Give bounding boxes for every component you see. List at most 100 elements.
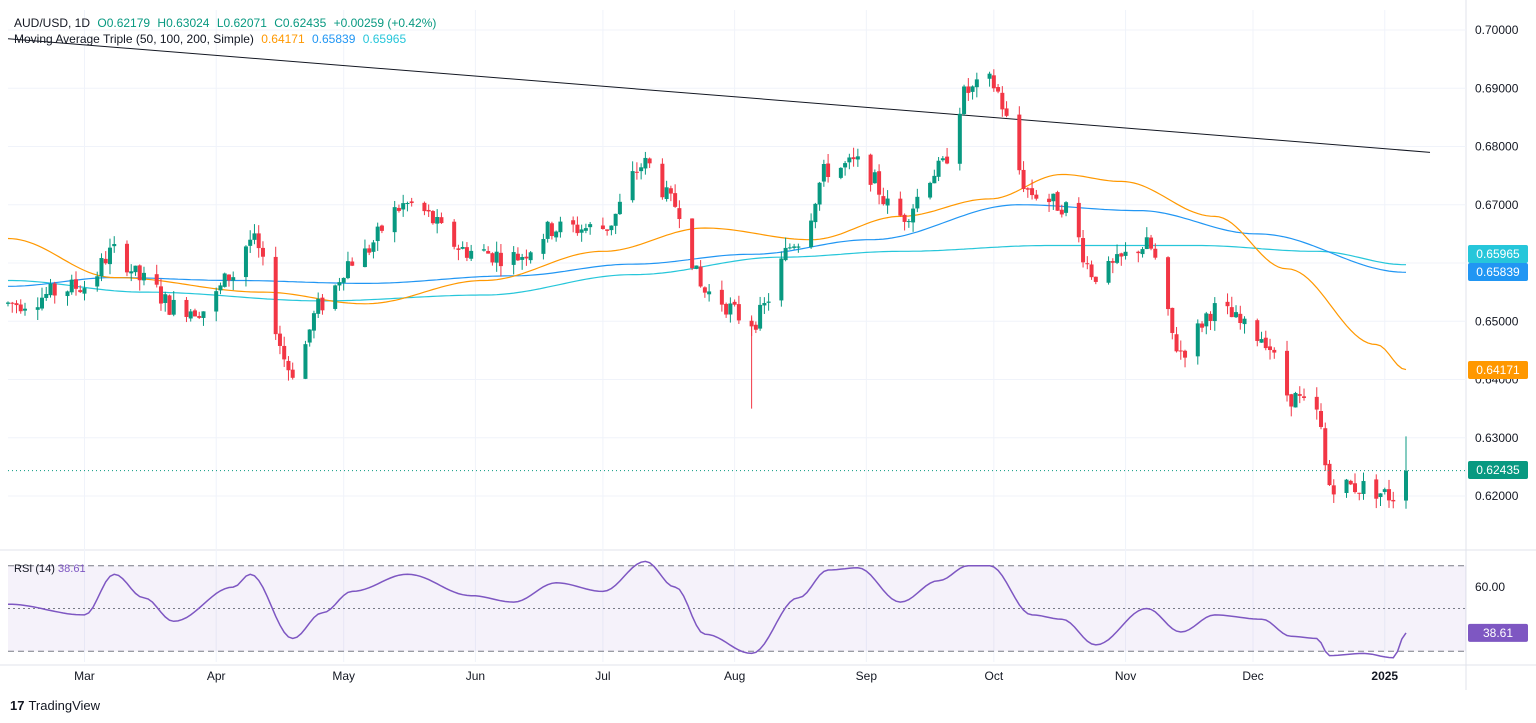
trendline[interactable]: [7, 38, 1431, 153]
ma-legend: Moving Average Triple (50, 100, 200, Sim…: [14, 32, 410, 46]
tradingview-logo[interactable]: 17 TradingView: [10, 698, 100, 713]
date-tick-label: May: [332, 669, 355, 683]
candle-up: [362, 248, 367, 268]
ma50-line: [7, 173, 1407, 371]
last-price-tag: [1468, 461, 1528, 479]
candle-up: [609, 225, 614, 231]
candle-down: [1297, 394, 1302, 396]
candle-up: [906, 221, 911, 223]
candle-down: [1327, 463, 1332, 486]
candle-up: [435, 217, 440, 224]
candle-up: [796, 246, 801, 248]
candle-down: [1004, 108, 1009, 116]
candle-down: [290, 369, 295, 378]
candle-up: [392, 207, 397, 233]
candle-down: [498, 252, 503, 267]
candle-up: [112, 244, 117, 247]
date-tick-label: Apr: [207, 669, 226, 683]
candle-up: [141, 272, 146, 281]
candle-down: [1149, 237, 1154, 249]
candle-down: [124, 243, 129, 273]
candle-up: [311, 313, 316, 331]
candle-down: [426, 209, 431, 212]
candle-down: [991, 75, 996, 89]
candle-up: [821, 164, 826, 182]
price-tick-label: 0.65000: [1475, 314, 1519, 328]
candle-down: [1089, 264, 1094, 278]
candle-up: [970, 86, 975, 92]
candle-down: [226, 274, 231, 281]
candle-down: [1076, 202, 1081, 238]
candle-up: [107, 247, 112, 265]
candle-up: [1106, 260, 1111, 283]
symbol-label[interactable]: AUD/USD, 1D: [14, 16, 91, 30]
candle-down: [1229, 307, 1234, 318]
date-tick-label: 2025: [1371, 669, 1398, 683]
candle-down: [197, 316, 202, 318]
candle-down: [647, 158, 652, 164]
candle-down: [1119, 253, 1124, 257]
date-tick-label: Jun: [466, 669, 485, 683]
candle-down: [1017, 114, 1022, 171]
candle-down: [10, 302, 15, 304]
candle-down: [1263, 337, 1268, 349]
date-tick-label: Oct: [984, 669, 1003, 683]
price-grid: [0, 0, 1536, 690]
candle-down: [677, 208, 682, 220]
candle-up: [1361, 481, 1366, 494]
candle-down: [1238, 313, 1243, 323]
candle-up: [469, 250, 474, 259]
candle-up: [639, 167, 644, 172]
candle-up: [987, 73, 992, 79]
candle-up: [664, 187, 669, 199]
candle-up: [345, 261, 350, 279]
candle-down: [826, 163, 831, 178]
candle-down: [1268, 346, 1273, 351]
candle-down: [1331, 485, 1336, 495]
candle-down: [1323, 428, 1328, 466]
candle-down: [14, 303, 19, 306]
candle-down: [367, 248, 372, 253]
rsi-band: [8, 565, 1466, 652]
candle-down: [1000, 92, 1005, 110]
candle-up: [231, 277, 236, 281]
rsi-label[interactable]: RSI (14): [14, 563, 55, 575]
candle-down: [1136, 251, 1141, 254]
candle-down: [724, 303, 729, 315]
ma100-line: [8, 204, 1407, 287]
candle-down: [1110, 261, 1115, 263]
candle-down: [605, 229, 610, 231]
candle-up: [554, 231, 559, 238]
candle-up: [783, 247, 788, 261]
candle-down: [634, 171, 639, 173]
candle-up: [583, 228, 588, 231]
candle-up: [401, 203, 406, 210]
candle-down: [1208, 313, 1213, 321]
ma100-price-label: 0.65839: [1476, 265, 1520, 279]
candle-up: [481, 249, 486, 251]
candle-down: [464, 247, 469, 258]
candle-down: [1348, 480, 1353, 485]
candle-up: [82, 288, 87, 294]
candles: [6, 69, 1466, 509]
candle-down: [753, 324, 758, 330]
candle-down: [260, 247, 265, 257]
candle-down: [732, 301, 737, 305]
candle-up: [809, 220, 814, 248]
candle-down: [277, 333, 282, 346]
candle-up: [405, 203, 410, 205]
candle-down: [1357, 492, 1362, 494]
candle-up: [817, 182, 822, 205]
candle-up: [222, 273, 227, 287]
ma50-price-label: 0.64171: [1476, 363, 1520, 377]
tradingview-icon: 17: [10, 698, 25, 713]
candle-down: [396, 207, 401, 211]
candle-down: [660, 163, 665, 198]
date-tick-label: Nov: [1115, 669, 1136, 683]
rsi-line-group: [7, 560, 1407, 659]
candle-down: [851, 157, 856, 160]
ma-label[interactable]: Moving Average Triple (50, 100, 200, Sim…: [14, 32, 254, 46]
candle-up: [962, 86, 967, 115]
candle-down: [702, 287, 707, 293]
